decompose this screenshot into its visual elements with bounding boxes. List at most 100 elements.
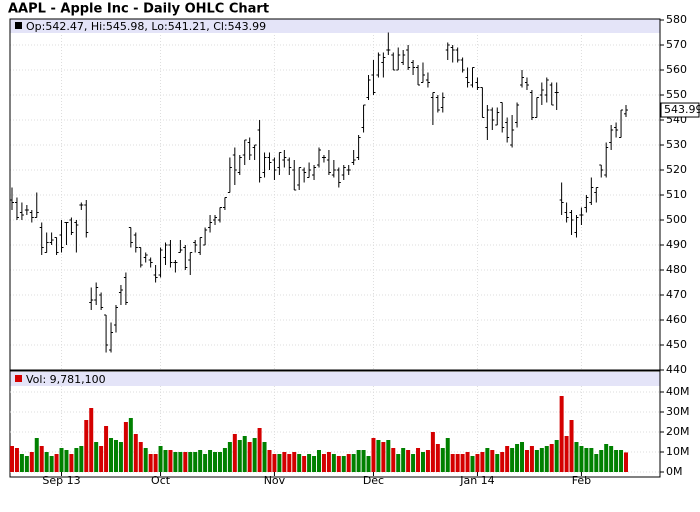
volume-bar	[272, 454, 277, 472]
volume-bar	[252, 438, 257, 472]
y-tick-label: 520	[666, 163, 687, 176]
chart-title: AAPL - Apple Inc - Daily OHLC Chart	[8, 2, 269, 17]
volume-bar	[490, 450, 495, 472]
volume-bar	[247, 442, 252, 472]
volume-bar	[84, 420, 89, 472]
volume-bar	[59, 448, 64, 472]
volume-bar	[356, 450, 361, 472]
volume-bar	[520, 442, 525, 472]
volume-bar	[420, 452, 425, 472]
volume-bar	[331, 454, 336, 472]
y-tick-label: 470	[666, 288, 687, 301]
volume-bar	[34, 438, 39, 472]
volume-bar	[425, 450, 430, 472]
volume-bar	[173, 452, 178, 472]
volume-bar	[445, 438, 450, 472]
volume-bar	[406, 450, 411, 472]
volume-bar	[257, 428, 262, 472]
volume-bar	[599, 450, 604, 472]
y-tick-label: 0M	[666, 465, 683, 478]
volume-bar	[589, 448, 594, 472]
volume-bar	[346, 454, 351, 472]
volume-bar	[227, 442, 232, 472]
ohlc-info: Op:542.47, Hi:545.98, Lo:541.21, Cl:543.…	[26, 20, 266, 33]
volume-bar	[39, 446, 44, 472]
volume-bar	[544, 446, 549, 472]
volume-bar	[326, 452, 331, 472]
volume-bar	[69, 454, 74, 472]
volume-bar	[193, 452, 198, 472]
volume-bar	[262, 442, 267, 472]
info-marker	[15, 22, 22, 29]
volume-bar	[549, 444, 554, 472]
volume-bar	[475, 454, 480, 472]
volume-bar	[495, 454, 500, 472]
volume-bar	[510, 448, 515, 472]
x-tick-label: Jan 14	[459, 474, 494, 487]
volume-bar	[113, 440, 118, 472]
y-tick-label: 530	[666, 138, 687, 151]
volume-bar	[198, 450, 203, 472]
volume-bar	[287, 454, 292, 472]
volume-strip	[10, 372, 660, 386]
x-tick-label: Nov	[264, 474, 286, 487]
volume-bar	[64, 450, 69, 472]
volume-bar	[203, 454, 208, 472]
volume-bar	[604, 444, 609, 472]
volume-bar	[396, 454, 401, 472]
volume-bar	[524, 450, 529, 472]
volume-bar	[411, 454, 416, 472]
volume-bar	[619, 450, 624, 472]
volume-bar	[312, 456, 317, 472]
volume-bar	[554, 440, 559, 472]
volume-bar	[569, 420, 574, 472]
volume-bar	[564, 436, 569, 472]
volume-bar	[123, 422, 128, 472]
volume-bar	[89, 408, 94, 472]
y-tick-label: 440	[666, 363, 687, 376]
volume-bar	[128, 418, 133, 472]
volume-bar	[416, 448, 421, 472]
volume-bar	[455, 454, 460, 472]
volume-bar	[371, 438, 376, 472]
volume-bar	[505, 446, 510, 472]
volume-bar	[609, 446, 614, 472]
y-tick-label: 40M	[666, 385, 690, 398]
volume-bar	[24, 456, 29, 472]
volume-bar	[168, 450, 173, 472]
volume-bar	[366, 456, 371, 472]
volume-bar	[222, 448, 227, 472]
volume-info: Vol: 9,781,100	[26, 373, 106, 386]
volume-bar	[10, 446, 14, 472]
y-tick-label: 30M	[666, 405, 690, 418]
volume-bar	[584, 448, 589, 472]
volume-bar	[148, 454, 153, 472]
volume-bar	[213, 452, 218, 472]
volume-bar	[163, 450, 168, 472]
volume-bar	[435, 444, 440, 472]
y-tick-label: 550	[666, 88, 687, 101]
volume-bar	[302, 456, 307, 472]
y-tick-label: 460	[666, 313, 687, 326]
volume-bar	[118, 442, 123, 472]
x-tick-label: Dec	[363, 474, 384, 487]
volume-bar	[440, 448, 445, 472]
volume-bar	[282, 452, 287, 472]
volume-bar	[480, 452, 485, 472]
volume-bar	[470, 456, 475, 472]
volume-bar	[188, 452, 193, 472]
volume-bar	[515, 444, 520, 472]
y-tick-label: 580	[666, 13, 687, 26]
volume-bar	[292, 452, 297, 472]
y-tick-label: 480	[666, 263, 687, 276]
volume-bar	[386, 440, 391, 472]
volume-bar	[104, 426, 109, 472]
volume-bar	[14, 448, 19, 472]
volume-bar	[614, 450, 619, 472]
volume-bar	[19, 454, 24, 472]
volume-bar	[341, 456, 346, 472]
volume-bar	[534, 450, 539, 472]
volume-bar	[109, 438, 114, 472]
